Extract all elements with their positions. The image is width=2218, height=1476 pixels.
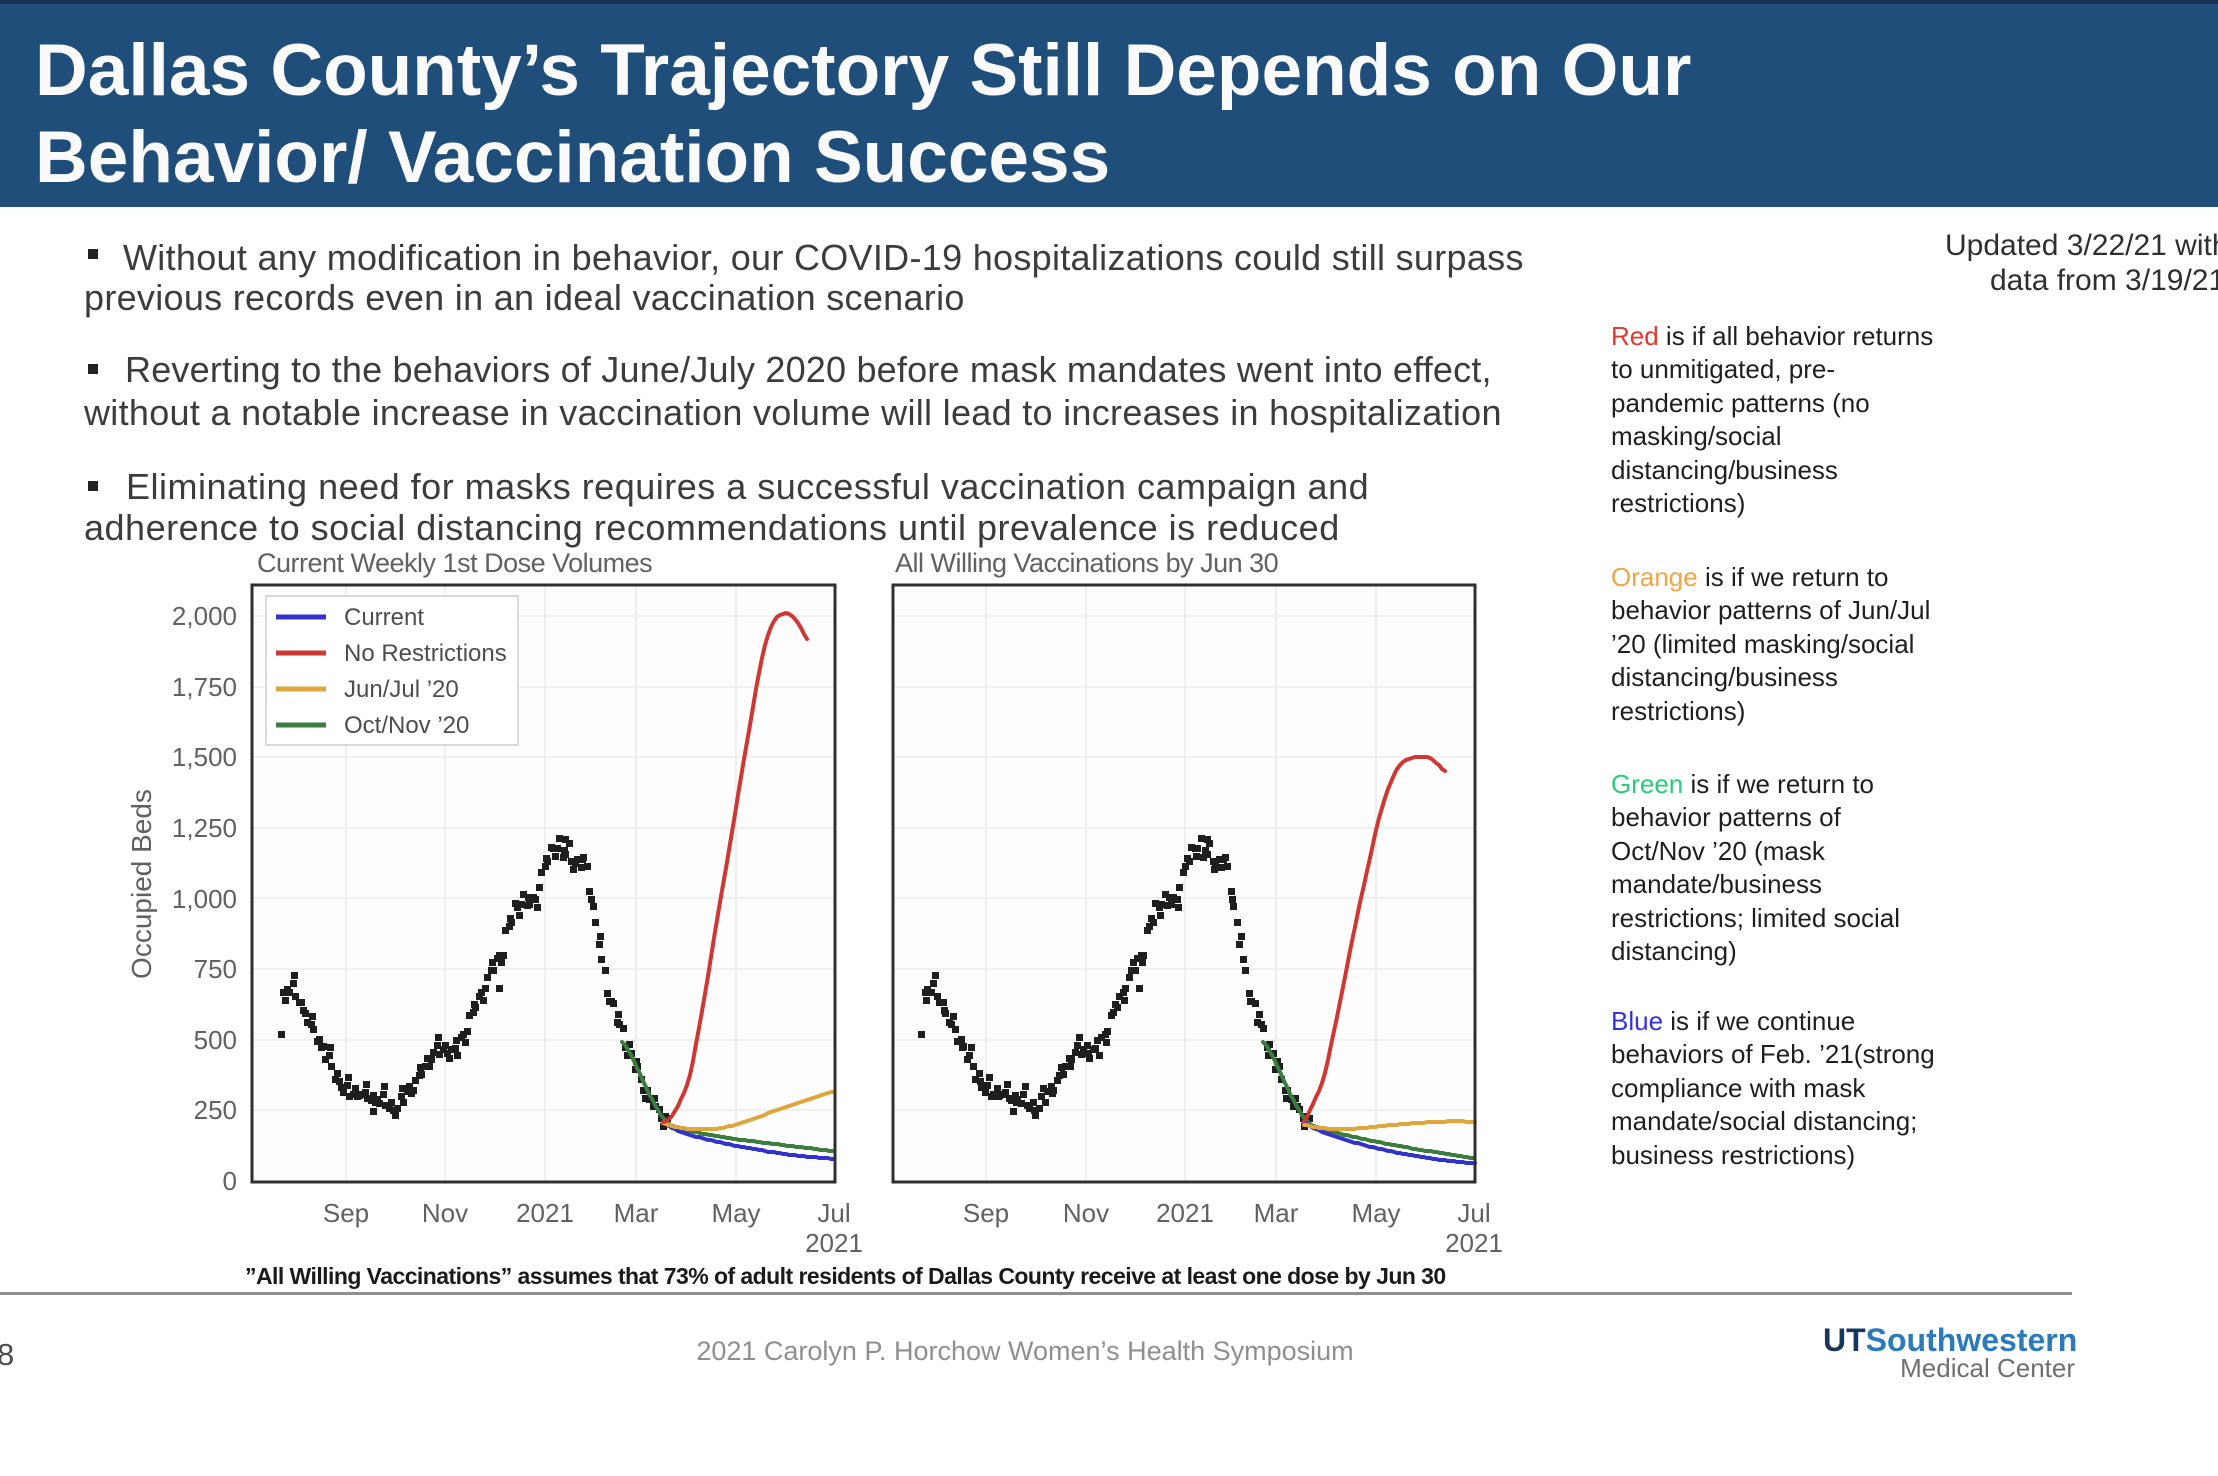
svg-text:1,750: 1,750 [172, 672, 237, 702]
svg-text:Oct/Nov ’20: Oct/Nov ’20 [344, 712, 469, 739]
svg-text:May: May [1351, 1198, 1400, 1228]
svg-text:2021: 2021 [1445, 1228, 1503, 1258]
svg-text:1,250: 1,250 [172, 813, 237, 843]
svg-text:Current: Current [344, 604, 424, 631]
svg-text:May: May [711, 1198, 760, 1228]
svg-text:Nov: Nov [422, 1198, 468, 1228]
svg-text:750: 750 [194, 954, 237, 984]
svg-text:Jul: Jul [1457, 1198, 1490, 1228]
svg-text:2021: 2021 [805, 1228, 863, 1258]
svg-text:0: 0 [223, 1166, 237, 1196]
svg-text:1,000: 1,000 [172, 884, 237, 914]
svg-text:1,500: 1,500 [172, 742, 237, 772]
svg-text:Jun/Jul ’20: Jun/Jul ’20 [344, 676, 459, 703]
svg-text:Jul: Jul [817, 1198, 850, 1228]
svg-text:2,000: 2,000 [172, 601, 237, 631]
svg-text:Nov: Nov [1063, 1198, 1109, 1228]
svg-text:Mar: Mar [1254, 1198, 1299, 1228]
svg-text:2021: 2021 [1156, 1198, 1214, 1228]
svg-text:No Restrictions: No Restrictions [344, 640, 507, 667]
svg-text:2021: 2021 [516, 1198, 574, 1228]
svg-text:Sep: Sep [323, 1198, 369, 1228]
svg-text:Mar: Mar [614, 1198, 659, 1228]
svg-text:Sep: Sep [963, 1198, 1009, 1228]
svg-text:Current Weekly 1st Dose Volume: Current Weekly 1st Dose Volumes [257, 548, 652, 578]
svg-text:250: 250 [194, 1095, 237, 1125]
svg-text:Occupied Beds: Occupied Beds [126, 789, 157, 979]
svg-text:500: 500 [194, 1025, 237, 1055]
svg-text:All Willing Vaccinations by Ju: All Willing Vaccinations by Jun 30 [895, 548, 1278, 578]
